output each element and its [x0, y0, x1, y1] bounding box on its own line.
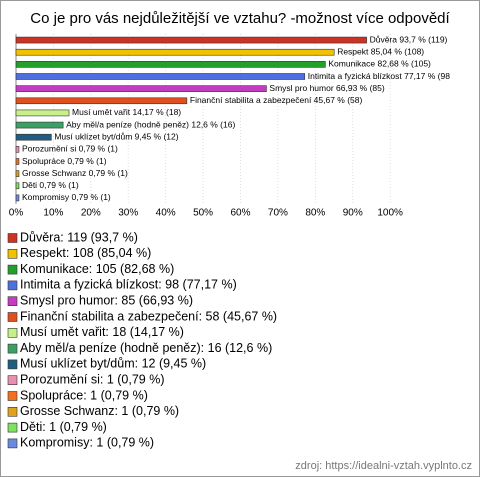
x-tick-label: 90%: [343, 208, 363, 219]
bar: [15, 109, 70, 117]
legend-swatch: [7, 264, 18, 275]
bar: [15, 97, 188, 105]
legend-label: Musí uklízet byt/dům: 12 (9,45 %): [20, 357, 206, 371]
legend-label: Spolupráce: 1 (0,79 %): [20, 388, 148, 402]
legend-label: Intimita a fyzická blízkost: 98 (77,17 %…: [20, 278, 237, 292]
legend-swatch: [7, 375, 18, 386]
legend-swatch: [7, 249, 18, 259]
x-tick-label: 60%: [230, 208, 250, 219]
bar: [15, 182, 20, 190]
legend-swatch: [7, 343, 18, 354]
x-tick-label: 10%: [43, 208, 63, 219]
legend-label: Aby měl/a peníze (hodně peněz): 16 (12,6…: [20, 341, 272, 355]
legend-label: Porozumění si: 1 (0,79 %): [20, 372, 165, 386]
bar: [15, 194, 20, 202]
legend-label: Důvěra: 119 (93,7 %): [20, 230, 138, 244]
x-tick-label: 70%: [268, 208, 288, 219]
data-label: Spolupráce 0,79 % (1): [22, 156, 107, 166]
x-tick-label: 40%: [156, 208, 176, 219]
bar: [15, 146, 20, 153]
legend-swatch: [7, 406, 18, 417]
bar: [15, 48, 335, 56]
legend-label: Musí umět vařit: 18 (14,17 %): [20, 325, 184, 339]
data-label: Aby měl/a peníze (hodně peněz) 12,6 % (1…: [66, 119, 235, 129]
legend-swatch: [7, 280, 18, 291]
bar: [15, 133, 52, 141]
data-label: Grosse Schwanz 0,79 % (1): [22, 168, 128, 178]
legend-swatch: [7, 438, 18, 449]
legend-label: Komunikace: 105 (82,68 %): [20, 262, 174, 276]
data-label: Musí umět vařit 14,17 % (18): [72, 107, 181, 117]
bar: [15, 73, 306, 80]
legend-label: Smysl pro humor: 85 (66,93 %): [20, 293, 193, 307]
legend-swatch: [7, 327, 18, 338]
legend-swatch: [7, 312, 18, 322]
data-label: Respekt 85,04 % (108): [337, 46, 424, 56]
legend-label: Finanční stabilita a zabezpečení: 58 (45…: [20, 309, 277, 323]
data-label: Smysl pro humor 66,93 % (85): [269, 83, 384, 93]
bar: [15, 36, 367, 44]
data-label: Intimita a fyzická blízkost 77,17 % (98: [308, 71, 450, 81]
data-label: Kompromisy 0,79 % (1): [22, 192, 111, 202]
legend-swatch: [7, 296, 18, 307]
legend-swatch: [7, 233, 18, 243]
data-label: Musí uklízet byt/dům 9,45 % (12): [54, 131, 178, 141]
x-tick-label: 100%: [377, 208, 403, 219]
legend-swatch: [7, 359, 18, 370]
data-label: Porozumění si 0,79 % (1): [22, 144, 118, 154]
bar: [15, 61, 326, 68]
data-label: Finanční stabilita a zabezpečení 45,67 %…: [190, 95, 363, 105]
x-tick-label: 0%: [9, 208, 24, 219]
x-tick-label: 50%: [193, 208, 213, 219]
legend-label: Respekt: 108 (85,04 %): [20, 246, 151, 260]
x-tick-label: 20%: [81, 208, 101, 219]
source: zdroj: https://idealni-vztah.vyplnto.cz: [295, 460, 472, 472]
legend-swatch: [7, 391, 18, 401]
legend-label: Děti: 1 (0,79 %): [20, 420, 107, 434]
bar: [15, 121, 64, 129]
data-label: Důvěra 93,7 % (119): [370, 34, 448, 44]
x-tick-label: 30%: [118, 208, 138, 219]
legend-label: Kompromisy: 1 (0,79 %): [20, 436, 154, 450]
bar: [15, 170, 20, 177]
bar: [15, 85, 267, 92]
bar: [15, 158, 20, 165]
legend-swatch: [7, 422, 18, 433]
data-label: Děti 0,79 % (1): [22, 180, 79, 190]
legend-label: Grosse Schwanz: 1 (0,79 %): [20, 404, 179, 418]
data-label: Komunikace 82,68 % (105): [328, 59, 431, 69]
chart-title: Co je pro vás nejdůležitější ve vztahu? …: [30, 10, 450, 27]
x-tick-label: 80%: [305, 208, 325, 219]
